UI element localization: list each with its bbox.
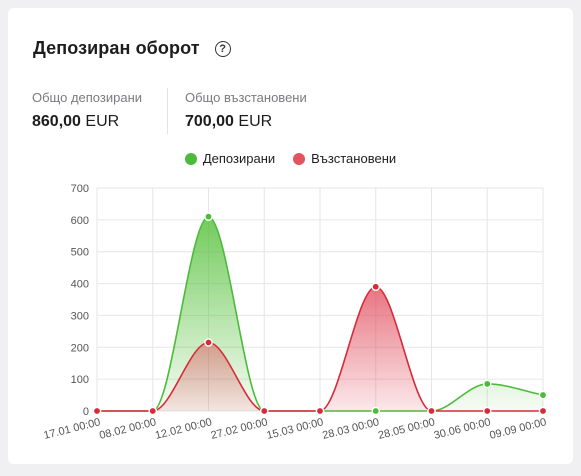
point-refunded [259,406,269,416]
x-tick-label: 28.05 00:00 [377,416,436,442]
stat-total-refunded: Общо възстановени 700,00 EUR [185,90,307,131]
x-tick-label: 27.02 00:00 [210,416,269,442]
y-tick-label: 600 [71,215,89,227]
stat-label: Общо възстановени [185,90,307,105]
stat-value: 860,00 EUR [32,113,142,131]
chart-legend: Депозирани Възстановени [8,151,573,166]
stat-currency: EUR [85,113,120,130]
point-refunded [427,406,436,416]
x-tick-label: 08.02 00:00 [98,416,157,442]
stat-value: 700,00 EUR [185,113,307,131]
stats-divider [167,88,168,134]
y-tick-label: 0 [83,406,89,418]
point-refunded [482,406,492,416]
y-tick-label: 500 [71,247,89,259]
legend-item-refunded[interactable]: Възстановени [293,151,396,166]
point-refunded [148,406,158,416]
x-tick-label: 28.03 00:00 [321,416,380,442]
legend-item-deposited[interactable]: Депозирани [184,151,276,166]
legend-label: Възстановени [311,151,397,166]
card-title: Депозиран оборот [33,38,200,58]
stat-amount: 700,00 [185,113,234,130]
x-tick-label: 15.03 00:00 [265,416,324,442]
line-refunded [97,285,543,412]
point-refunded [204,338,213,347]
x-tick-label: 17.01 00:00 [42,416,101,442]
point-refunded [92,406,102,416]
question-circle-icon[interactable]: ? [214,40,231,57]
point-deposited [538,390,548,400]
x-tick-label: 09.09 00:00 [488,416,547,442]
point-refunded [538,406,548,416]
deposit-turnover-card: Депозиран оборот ? Общо депозирани 860,0… [8,8,573,464]
stat-label: Общо депозирани [32,90,143,105]
legend-dot-refunded [293,152,306,165]
y-tick-label: 200 [71,342,89,354]
legend-label: Депозирани [202,151,276,166]
point-refunded [315,406,325,416]
y-tick-label: 300 [71,310,89,322]
area-refunded [97,286,543,411]
point-deposited [204,212,213,221]
stat-total-deposited: Общо депозирани 860,00 EUR [32,90,142,131]
point-deposited [482,379,492,389]
title-row: Депозиран оборот ? [33,38,231,59]
point-deposited [371,406,381,416]
y-tick-label: 400 [71,279,89,291]
stat-currency: EUR [238,113,273,130]
y-tick-label: 100 [71,374,89,386]
legend-dot-deposited [184,152,197,165]
y-tick-label: 700 [71,183,89,195]
x-tick-label: 30.06 00:00 [433,416,492,442]
x-tick-label: 12.02 00:00 [154,416,213,442]
stat-amount: 860,00 [32,113,81,130]
point-refunded [371,282,381,292]
